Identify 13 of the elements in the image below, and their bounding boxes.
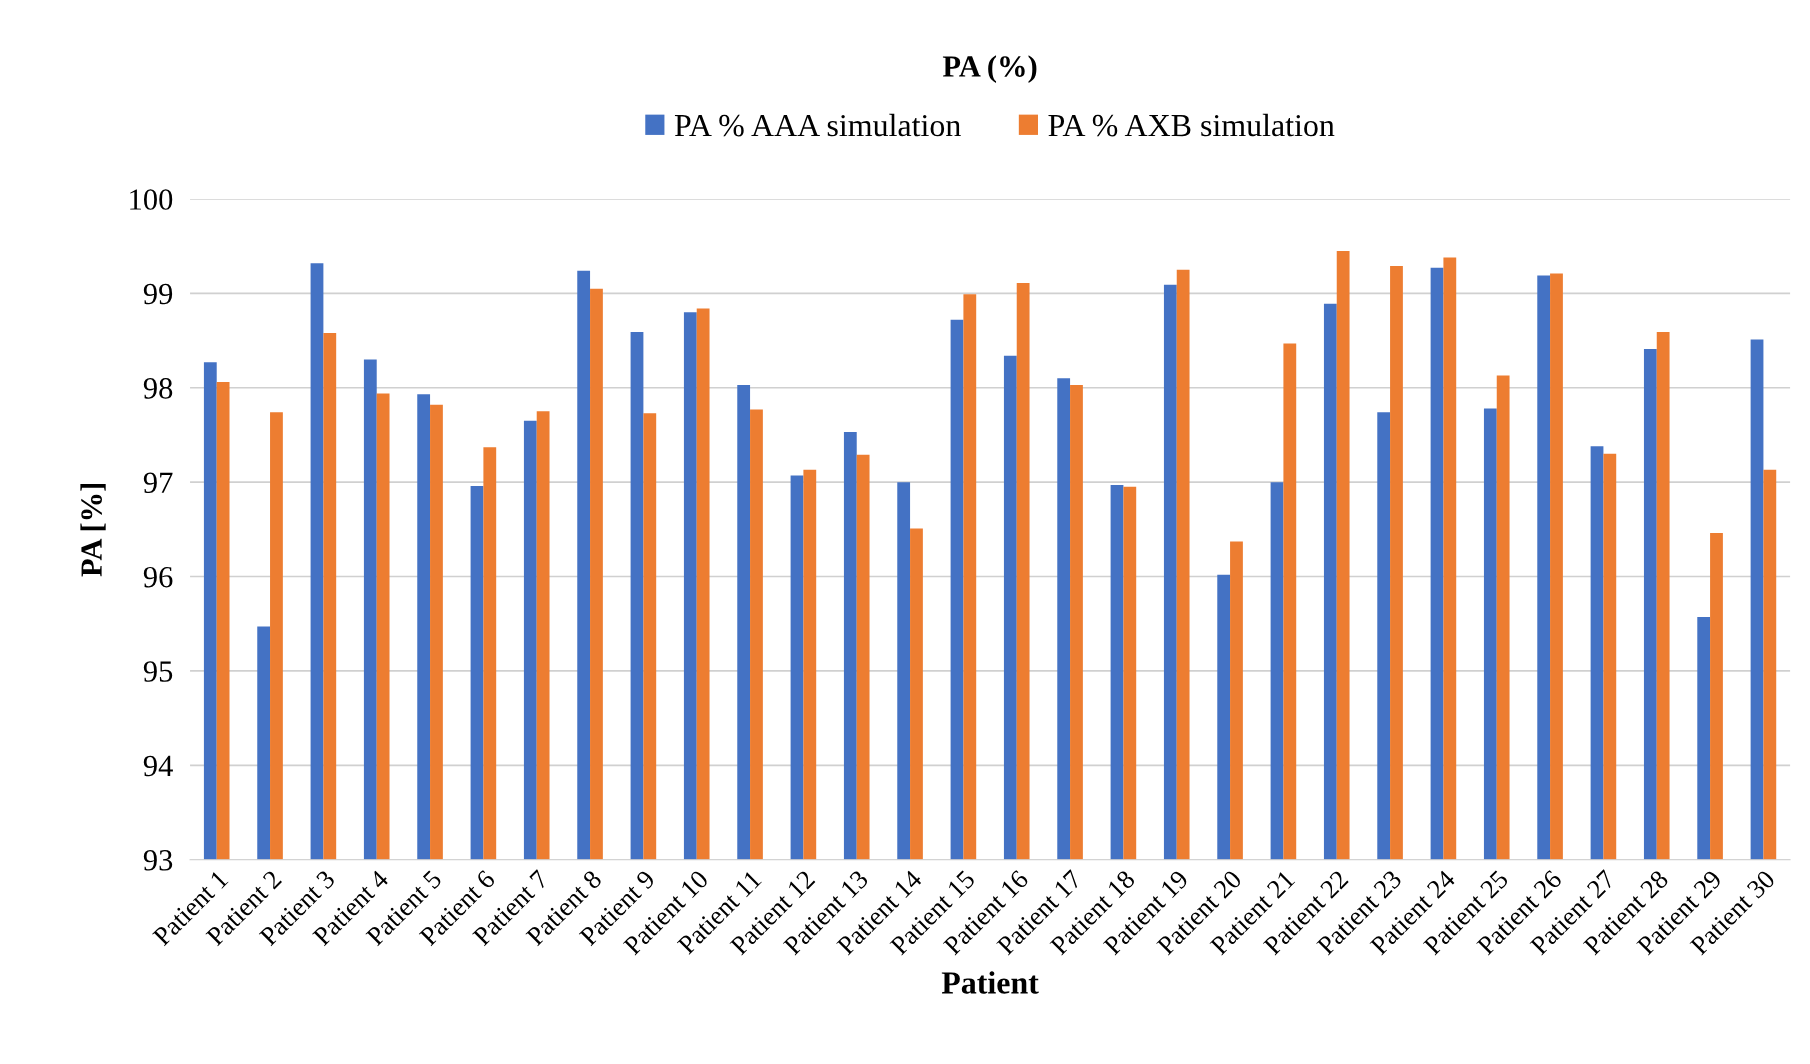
y-tick-label: 95 [143, 661, 173, 682]
y-tick-label: 93 [143, 850, 173, 871]
y-tick-label: 99 [143, 283, 173, 305]
x-axis-title: Patient [941, 971, 1039, 994]
legend-label: PA % AAA simulation [674, 113, 961, 137]
y-tick-label: 96 [143, 566, 173, 588]
y-tick-label: 97 [143, 472, 173, 494]
y-tick-label: 100 [130, 189, 173, 210]
y-axis-title: PA [%] [80, 483, 106, 577]
y-tick-label: 94 [143, 755, 173, 777]
chart-title: PA (%) [942, 55, 1037, 84]
y-tick-label: 98 [143, 378, 173, 399]
legend-label: PA % AXB simulation [1048, 113, 1335, 137]
